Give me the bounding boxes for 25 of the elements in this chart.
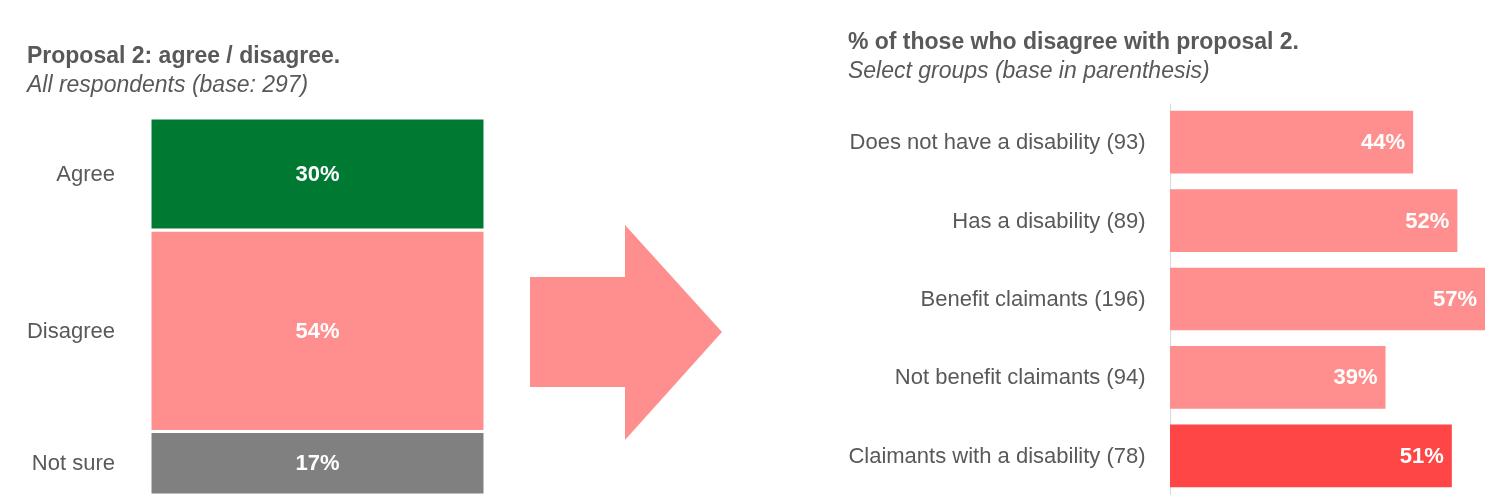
y-tick-label: Does not have a disability (93)	[849, 129, 1146, 155]
data-label: 30%	[295, 160, 340, 186]
bar	[1170, 189, 1458, 252]
data-label: 44%	[1361, 129, 1406, 155]
chart-title: % of those who disagree with proposal 2.	[847, 28, 1300, 54]
data-label: 17%	[295, 450, 340, 476]
bar	[1170, 267, 1485, 331]
series-label: Agree	[56, 160, 115, 186]
y-tick-label: Has a disability (89)	[952, 207, 1146, 233]
bar	[1170, 346, 1386, 409]
y-tick-label: Claimants with a disability (78)	[848, 442, 1146, 468]
series-label: Not sure	[31, 450, 115, 476]
data-label: 57%	[1432, 286, 1477, 311]
chart-title: Proposal 2: agree / disagree.	[26, 41, 341, 68]
data-label: 51%	[1399, 442, 1444, 468]
data-label: 54%	[295, 317, 340, 343]
chart-subtitle: Select groups (base in parenthesis)	[847, 57, 1210, 83]
y-tick-label: Benefit claimants (196)	[920, 286, 1146, 311]
data-label: 39%	[1333, 364, 1378, 390]
data-label: 52%	[1405, 207, 1450, 233]
series-label: Disagree	[26, 317, 115, 343]
chart-subtitle: All respondents (base: 297)	[24, 70, 309, 97]
bar	[1170, 110, 1414, 174]
y-tick-label: Not benefit claimants (94)	[894, 364, 1146, 390]
bar	[1170, 424, 1452, 488]
